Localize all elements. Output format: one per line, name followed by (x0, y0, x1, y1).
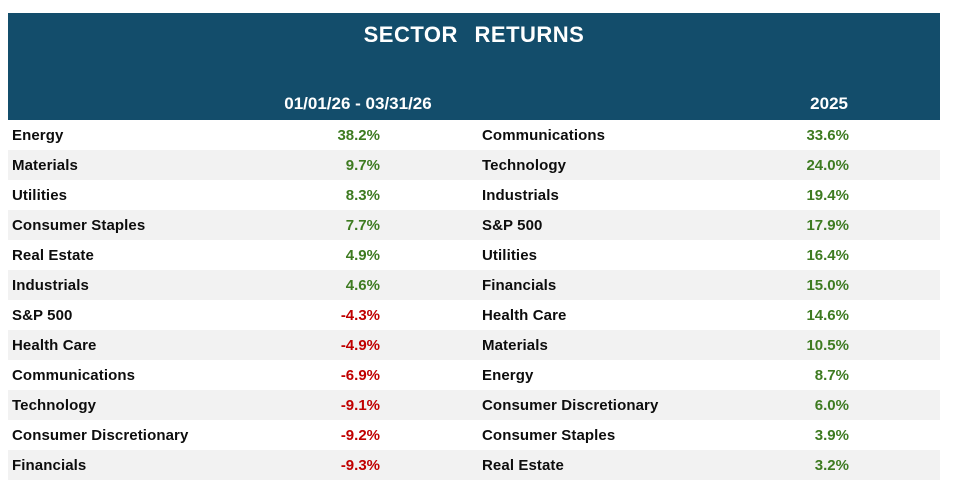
sector-label: Industrials (12, 276, 89, 294)
sector-label: Industrials (482, 186, 559, 204)
sector-label: Energy (482, 366, 534, 384)
return-value: -4.9% (340, 336, 380, 354)
sector-label: Financials (482, 276, 557, 294)
table-row: Consumer Discretionary -9.2% Consumer St… (8, 420, 940, 450)
return-value: 8.3% (345, 186, 380, 204)
sector-label: Health Care (482, 306, 567, 324)
table-header-banner: SECTOR RETURNS 01/01/26 - 03/31/26 2025 (8, 13, 940, 120)
return-value: 33.6% (806, 126, 849, 144)
return-value: 17.9% (806, 216, 849, 234)
return-value: 19.4% (806, 186, 849, 204)
sector-label: Materials (12, 156, 78, 174)
return-value: -9.3% (340, 456, 380, 474)
sector-label: Utilities (482, 246, 538, 264)
table-row: Technology -9.1% Consumer Discretionary … (8, 390, 940, 420)
table-row: Communications -6.9% Energy 8.7% (8, 360, 940, 390)
sector-label: Financials (12, 456, 87, 474)
sector-label: Health Care (12, 336, 97, 354)
return-value: 3.2% (814, 456, 849, 474)
sector-label: S&P 500 (482, 216, 543, 234)
sector-label: Consumer Staples (482, 426, 616, 444)
table-row: S&P 500 -4.3% Health Care 14.6% (8, 300, 940, 330)
sector-label: Consumer Discretionary (482, 396, 659, 414)
table-row: Utilities 8.3% Industrials 19.4% (8, 180, 940, 210)
column-header-2025: 2025 (810, 94, 848, 113)
sector-label: Real Estate (482, 456, 564, 474)
return-value: 24.0% (806, 156, 849, 174)
return-value: 3.9% (814, 426, 849, 444)
return-value: 9.7% (345, 156, 380, 174)
return-value: 8.7% (814, 366, 849, 384)
return-value: 15.0% (806, 276, 849, 294)
sector-label: S&P 500 (12, 306, 73, 324)
sector-label: Utilities (12, 186, 68, 204)
return-value: 14.6% (806, 306, 849, 324)
return-value: 6.0% (814, 396, 849, 414)
table-row: Consumer Staples 7.7% S&P 500 17.9% (8, 210, 940, 240)
sector-label: Communications (482, 126, 606, 144)
return-value: -9.2% (340, 426, 380, 444)
sector-label: Materials (482, 336, 548, 354)
return-value: 4.9% (345, 246, 380, 264)
return-value: 10.5% (806, 336, 849, 354)
return-value: 4.6% (345, 276, 380, 294)
sector-label: Energy (12, 126, 64, 144)
return-value: 16.4% (806, 246, 849, 264)
table-row: Materials 9.7% Technology 24.0% (8, 150, 940, 180)
return-value: -9.1% (340, 396, 380, 414)
return-value: 7.7% (345, 216, 380, 234)
sector-label: Communications (12, 366, 136, 384)
table-row: Industrials 4.6% Financials 15.0% (8, 270, 940, 300)
sector-label: Technology (482, 156, 567, 174)
sector-label: Consumer Staples (12, 216, 146, 234)
sector-returns-table: Energy 38.2% Communications 33.6% Materi… (8, 120, 940, 480)
table-row: Financials -9.3% Real Estate 3.2% (8, 450, 940, 480)
table-row: Energy 38.2% Communications 33.6% (8, 120, 940, 150)
return-value: 38.2% (337, 126, 380, 144)
page-title: SECTOR RETURNS (363, 22, 585, 47)
table-row: Real Estate 4.9% Utilities 16.4% (8, 240, 940, 270)
sector-label: Consumer Discretionary (12, 426, 189, 444)
column-header-q1-2026: 01/01/26 - 03/31/26 (284, 94, 432, 113)
return-value: -4.3% (340, 306, 380, 324)
return-value: -6.9% (340, 366, 380, 384)
table-row: Health Care -4.9% Materials 10.5% (8, 330, 940, 360)
sector-label: Technology (12, 396, 97, 414)
sector-label: Real Estate (12, 246, 94, 264)
